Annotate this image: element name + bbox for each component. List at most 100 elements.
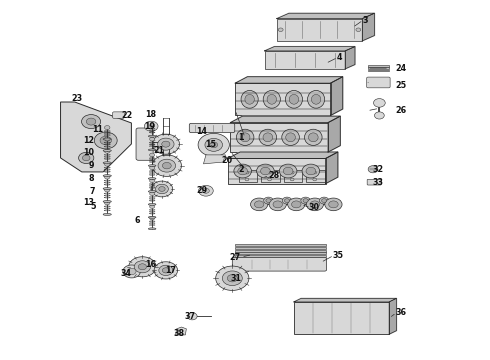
Text: 18: 18 xyxy=(145,110,156,119)
Circle shape xyxy=(82,155,90,161)
Ellipse shape xyxy=(103,213,111,215)
Ellipse shape xyxy=(148,190,156,192)
Bar xyxy=(261,170,280,182)
Ellipse shape xyxy=(240,133,250,142)
Ellipse shape xyxy=(103,162,111,164)
Circle shape xyxy=(284,199,290,202)
Circle shape xyxy=(138,264,147,270)
Text: 32: 32 xyxy=(372,165,383,174)
Text: 4: 4 xyxy=(337,53,343,62)
Ellipse shape xyxy=(289,94,299,104)
Circle shape xyxy=(205,138,222,151)
FancyBboxPatch shape xyxy=(367,179,381,185)
Circle shape xyxy=(319,197,329,204)
Text: 23: 23 xyxy=(72,94,83,103)
Circle shape xyxy=(269,198,286,211)
Circle shape xyxy=(159,186,165,191)
Text: 12: 12 xyxy=(83,136,95,145)
Polygon shape xyxy=(230,116,340,123)
Circle shape xyxy=(162,162,171,169)
Bar xyxy=(230,123,328,152)
Polygon shape xyxy=(331,77,343,116)
Ellipse shape xyxy=(259,129,277,145)
Ellipse shape xyxy=(306,167,316,175)
Ellipse shape xyxy=(103,138,111,140)
Circle shape xyxy=(162,141,170,147)
Ellipse shape xyxy=(308,133,318,142)
Polygon shape xyxy=(175,327,186,335)
Circle shape xyxy=(264,197,273,204)
Ellipse shape xyxy=(263,133,272,142)
Circle shape xyxy=(268,178,271,181)
Bar xyxy=(235,250,326,252)
Bar xyxy=(265,51,345,69)
Text: 25: 25 xyxy=(395,81,407,90)
Text: 29: 29 xyxy=(197,186,208,195)
FancyBboxPatch shape xyxy=(232,257,327,271)
Circle shape xyxy=(155,184,169,194)
Circle shape xyxy=(373,99,385,107)
Text: 13: 13 xyxy=(83,198,95,207)
Bar xyxy=(294,302,389,334)
Circle shape xyxy=(325,198,342,211)
Ellipse shape xyxy=(148,177,156,180)
FancyBboxPatch shape xyxy=(189,123,235,133)
Ellipse shape xyxy=(103,175,111,177)
Ellipse shape xyxy=(148,203,156,205)
Ellipse shape xyxy=(236,129,254,145)
Circle shape xyxy=(356,28,361,32)
Circle shape xyxy=(94,132,117,149)
Circle shape xyxy=(152,155,181,176)
Ellipse shape xyxy=(308,90,325,108)
Ellipse shape xyxy=(103,188,111,190)
Ellipse shape xyxy=(148,165,156,167)
Circle shape xyxy=(301,197,310,204)
Bar xyxy=(228,158,326,184)
Text: 2: 2 xyxy=(239,165,244,174)
Text: 38: 38 xyxy=(173,329,185,338)
Text: 15: 15 xyxy=(205,140,216,149)
Text: 34: 34 xyxy=(121,269,132,278)
Text: 11: 11 xyxy=(92,125,103,134)
Circle shape xyxy=(127,268,136,275)
FancyBboxPatch shape xyxy=(367,77,390,88)
Circle shape xyxy=(86,118,96,125)
Ellipse shape xyxy=(285,90,302,108)
Polygon shape xyxy=(326,152,338,184)
Ellipse shape xyxy=(148,135,156,137)
Ellipse shape xyxy=(286,133,295,142)
Text: 19: 19 xyxy=(145,122,155,131)
Circle shape xyxy=(254,201,264,208)
Circle shape xyxy=(104,162,110,166)
Circle shape xyxy=(278,28,283,32)
Text: 5: 5 xyxy=(91,202,96,211)
Polygon shape xyxy=(328,116,340,152)
Text: 9: 9 xyxy=(89,161,95,170)
Ellipse shape xyxy=(261,167,270,175)
Circle shape xyxy=(303,199,308,202)
Text: 22: 22 xyxy=(122,111,133,120)
Circle shape xyxy=(250,198,268,211)
Circle shape xyxy=(104,175,110,179)
Circle shape xyxy=(245,178,249,181)
Text: 6: 6 xyxy=(134,216,140,225)
Bar xyxy=(306,170,325,182)
Circle shape xyxy=(273,201,282,208)
Bar xyxy=(235,244,326,246)
Circle shape xyxy=(268,171,271,174)
Circle shape xyxy=(202,188,209,193)
Circle shape xyxy=(210,142,218,148)
Circle shape xyxy=(159,265,173,275)
Circle shape xyxy=(310,201,319,208)
Ellipse shape xyxy=(257,164,274,178)
Circle shape xyxy=(290,171,294,174)
Circle shape xyxy=(149,166,155,170)
Ellipse shape xyxy=(238,167,247,175)
Polygon shape xyxy=(362,13,374,41)
Circle shape xyxy=(104,188,110,192)
Text: 16: 16 xyxy=(146,260,156,269)
Ellipse shape xyxy=(302,164,319,178)
Bar xyxy=(239,170,257,182)
Ellipse shape xyxy=(311,94,321,104)
Circle shape xyxy=(288,198,305,211)
